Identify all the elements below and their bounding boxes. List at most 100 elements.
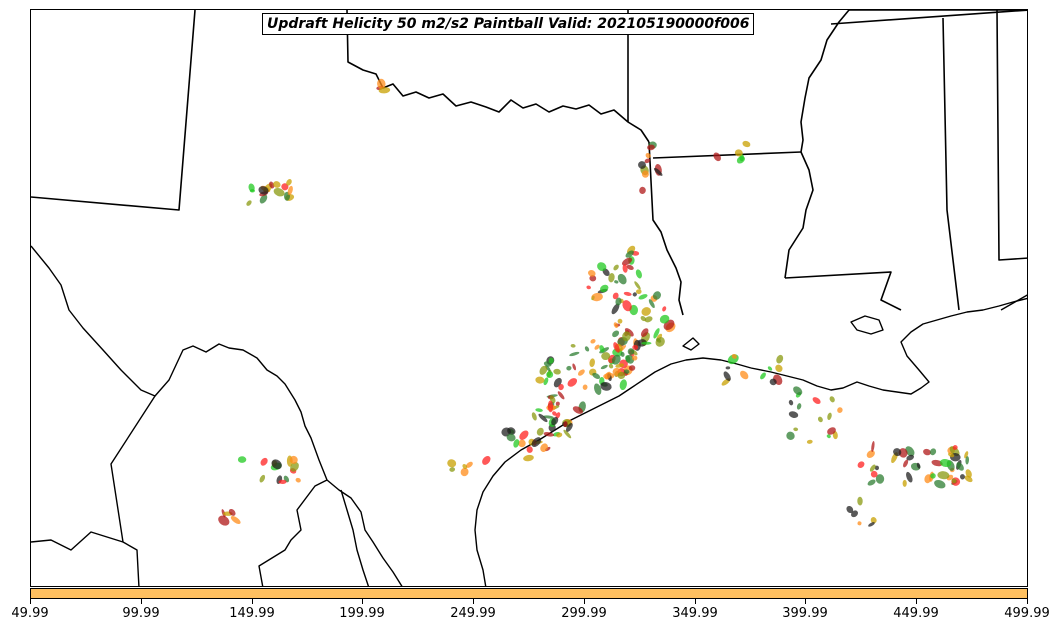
- colorbar-tick-label: 99.99: [122, 606, 160, 621]
- paintball-cell: [563, 421, 568, 428]
- paintball-cell: [903, 459, 909, 468]
- paintball-cell: [613, 264, 619, 271]
- border-mx-3: [258, 479, 328, 586]
- colorbar-tick-mark: [473, 599, 474, 604]
- paintball-cell: [513, 439, 520, 448]
- paintball-cell: [851, 510, 858, 518]
- paintball-cell: [625, 250, 634, 258]
- paintball-cell: [626, 264, 634, 271]
- paintball-cell: [613, 322, 619, 328]
- paintball-cell: [577, 369, 585, 376]
- paintball-cell: [460, 467, 469, 477]
- paintball-cell: [543, 432, 555, 437]
- paintball-cell: [905, 446, 915, 457]
- paintball-cell: [723, 371, 731, 381]
- colorbar-tick-mark: [916, 599, 917, 604]
- border-tx-east: [648, 141, 684, 316]
- paintball-cell: [218, 515, 230, 526]
- paintball-cell: [608, 363, 614, 369]
- paintball-cell: [906, 454, 915, 461]
- coast-gulf-texas: [474, 357, 752, 586]
- colorbar-tick-label: 149.99: [229, 606, 275, 621]
- paintball-cell: [246, 200, 252, 206]
- colorbar-tick-mark: [695, 599, 696, 604]
- paintball-cell: [278, 479, 287, 485]
- paintball-cell: [531, 437, 542, 448]
- paintball-cell: [378, 87, 391, 94]
- paintball-cell: [592, 372, 601, 379]
- colorbar-tick-mark: [1027, 599, 1028, 604]
- paintball-cell: [644, 316, 653, 323]
- paintball-cell: [547, 400, 554, 413]
- paintball-cell: [546, 371, 554, 379]
- paintball-cell: [635, 269, 642, 279]
- paintball-cell: [548, 357, 554, 364]
- paintball-cell: [776, 354, 784, 364]
- colorbar-tick-mark: [805, 599, 806, 604]
- paintball-cell: [734, 149, 743, 157]
- paintball-cell: [519, 430, 529, 440]
- paintball-cell: [898, 448, 908, 458]
- paintball-cell: [551, 417, 559, 426]
- border-al-ga: [996, 10, 1027, 261]
- paintball-cell: [295, 477, 301, 483]
- paintball-cell: [462, 464, 468, 469]
- paintball-cell: [586, 285, 591, 290]
- paintball-cell: [934, 480, 946, 489]
- paintball-cell: [929, 448, 937, 456]
- paintball-cell: [760, 372, 766, 380]
- paintball-cell: [767, 366, 773, 371]
- paintball-cell: [582, 384, 588, 390]
- paintball-cell: [866, 450, 875, 458]
- paintball-cell: [632, 292, 637, 297]
- paintball-cell: [230, 516, 241, 524]
- colorbar-tick-label: 349.99: [672, 606, 718, 621]
- paintball-cell: [875, 474, 885, 484]
- border-mx-2: [31, 531, 124, 551]
- paintball-cell: [260, 457, 268, 466]
- state-boundaries: [31, 10, 1027, 316]
- paintball-cell: [736, 156, 745, 164]
- paintball-cell: [906, 471, 913, 483]
- border-ar-la: [652, 151, 802, 159]
- paintball-cell: [289, 455, 298, 464]
- paintball-cell: [622, 300, 632, 312]
- colorbar-tick-label: 299.99: [561, 606, 607, 621]
- paintball-cell: [956, 462, 964, 471]
- paintball-cell: [951, 478, 957, 484]
- paintball-cell: [893, 448, 902, 457]
- paintball-cell: [608, 273, 615, 283]
- paintball-cell: [594, 344, 600, 350]
- paintball-cell: [641, 170, 649, 178]
- paintball-cell: [793, 427, 799, 432]
- paintball-cell: [259, 194, 268, 204]
- paintball-cell: [588, 269, 596, 277]
- paintball-cell: [952, 445, 958, 450]
- paintball-cell: [538, 413, 548, 423]
- paintball-cell: [868, 522, 875, 527]
- paintball-cell: [817, 416, 823, 423]
- paintball-cell: [939, 459, 952, 467]
- paintball-cell: [870, 517, 877, 524]
- paintball-cell: [612, 330, 620, 338]
- paintball-cell: [638, 161, 646, 169]
- paintball-cell: [788, 411, 799, 418]
- colorbar-tick-mark: [141, 599, 142, 604]
- paintball-cell: [273, 181, 281, 188]
- paintball-cell: [640, 328, 649, 337]
- paintball-cell: [536, 427, 544, 436]
- paintball-cell: [377, 78, 386, 90]
- paintball-cell: [644, 158, 651, 164]
- colorbar-tick-label: 49.99: [11, 606, 49, 621]
- paintball-cell: [290, 462, 299, 472]
- paintball-cell: [612, 292, 619, 300]
- paintball-cell: [273, 188, 285, 197]
- paintball-cell: [659, 314, 670, 324]
- paintball-cell: [948, 452, 955, 458]
- border-ms-tn: [830, 10, 1027, 25]
- paintball-cell: [725, 366, 731, 370]
- paintball-cell: [237, 456, 247, 463]
- paintball-cell: [916, 462, 921, 469]
- paintball-cell: [639, 186, 646, 194]
- paintball-cell: [543, 415, 554, 419]
